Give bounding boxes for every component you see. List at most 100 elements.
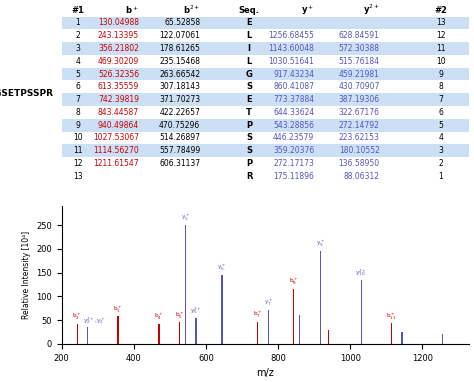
Text: 12: 12 <box>73 159 82 168</box>
Text: S: S <box>246 133 252 142</box>
Text: 13: 13 <box>436 18 446 28</box>
Text: 1: 1 <box>75 18 80 28</box>
Bar <box>185 225 186 344</box>
Text: b$_7^+$: b$_7^+$ <box>253 310 262 320</box>
Text: Seq.: Seq. <box>238 6 260 15</box>
Text: L: L <box>246 31 252 40</box>
Text: 7: 7 <box>75 95 81 104</box>
Text: R: R <box>246 172 252 181</box>
Text: b$_3^+$: b$_3^+$ <box>113 304 123 315</box>
Text: 940.49864: 940.49864 <box>98 121 139 129</box>
Text: E: E <box>246 18 252 28</box>
Text: S: S <box>246 146 252 155</box>
Text: E: E <box>246 95 252 104</box>
Text: 175.11896: 175.11896 <box>273 172 314 181</box>
Text: b$_{11}^+$: b$_{11}^+$ <box>386 311 397 322</box>
Text: 10: 10 <box>436 57 446 66</box>
Text: y$_5^+$: y$_5^+$ <box>181 213 190 223</box>
Text: b$_5^+$: b$_5^+$ <box>174 311 184 321</box>
Text: 515.76184: 515.76184 <box>338 57 380 66</box>
Text: 1143.60048: 1143.60048 <box>268 44 314 53</box>
Text: 359.20376: 359.20376 <box>273 146 314 155</box>
Bar <box>62 16 469 29</box>
Bar <box>442 334 443 344</box>
Text: 430.70907: 430.70907 <box>338 82 380 91</box>
Text: 307.18143: 307.18143 <box>159 82 200 91</box>
Text: b$_4^+$: b$_4^+$ <box>154 312 164 322</box>
Text: y$_5^{2+}$: y$_5^{2+}$ <box>190 306 202 316</box>
Text: 5: 5 <box>438 121 443 129</box>
Bar <box>117 316 119 344</box>
Text: I: I <box>247 44 251 53</box>
Bar <box>391 323 392 344</box>
Text: 3: 3 <box>75 44 81 53</box>
Bar <box>62 68 469 81</box>
Y-axis label: Relative Intensity [10⁴]: Relative Intensity [10⁴] <box>22 231 31 319</box>
Text: 860.41087: 860.41087 <box>273 82 314 91</box>
Text: P: P <box>246 121 252 129</box>
Text: 8: 8 <box>75 108 80 117</box>
Text: 2: 2 <box>438 159 443 168</box>
Text: 3: 3 <box>438 146 443 155</box>
Text: 2: 2 <box>75 31 80 40</box>
Text: 272.17173: 272.17173 <box>273 159 314 168</box>
Text: 11: 11 <box>436 44 446 53</box>
Text: 1211.61547: 1211.61547 <box>93 159 139 168</box>
Text: 613.35559: 613.35559 <box>98 82 139 91</box>
Bar <box>361 280 362 344</box>
Text: b$^{2+}$: b$^{2+}$ <box>183 4 200 16</box>
Text: y$^{2+}$: y$^{2+}$ <box>363 3 380 18</box>
Bar <box>62 144 469 157</box>
Text: #2: #2 <box>434 6 447 15</box>
Text: 1256.68455: 1256.68455 <box>268 31 314 40</box>
Text: 223.62153: 223.62153 <box>339 133 380 142</box>
Text: 10: 10 <box>73 133 83 142</box>
Text: L: L <box>246 57 252 66</box>
Text: y$_2^{2+}$,y$_2^+$: y$_2^{2+}$,y$_2^+$ <box>83 315 106 326</box>
Text: y$_{10}^{2+}$: y$_{10}^{2+}$ <box>356 267 367 278</box>
Bar <box>62 42 469 55</box>
Text: 122.07061: 122.07061 <box>159 31 200 40</box>
Text: 356.21802: 356.21802 <box>98 44 139 53</box>
Text: 263.66542: 263.66542 <box>159 70 200 79</box>
Text: 9: 9 <box>75 121 81 129</box>
Text: #1: #1 <box>72 6 84 15</box>
X-axis label: m/z: m/z <box>256 368 274 378</box>
Text: S: S <box>246 82 252 91</box>
Text: 644.33624: 644.33624 <box>273 108 314 117</box>
Text: 180.10552: 180.10552 <box>339 146 380 155</box>
Text: 178.61265: 178.61265 <box>159 44 200 53</box>
Text: G: G <box>246 70 253 79</box>
Bar <box>328 330 329 344</box>
Bar <box>76 324 78 344</box>
Text: 742.39819: 742.39819 <box>98 95 139 104</box>
Text: 6: 6 <box>438 108 443 117</box>
Text: 9: 9 <box>438 70 443 79</box>
Text: 1027.53067: 1027.53067 <box>93 133 139 142</box>
Bar <box>401 332 402 344</box>
Bar <box>221 275 223 344</box>
Text: 65.52858: 65.52858 <box>164 18 200 28</box>
Text: 5: 5 <box>75 70 81 79</box>
Text: 628.84591: 628.84591 <box>339 31 380 40</box>
Bar <box>62 119 469 131</box>
Text: 446.23579: 446.23579 <box>273 133 314 142</box>
Text: 543.28856: 543.28856 <box>273 121 314 129</box>
Text: 7: 7 <box>438 95 443 104</box>
Text: 387.19306: 387.19306 <box>338 95 380 104</box>
Text: 130.04988: 130.04988 <box>98 18 139 28</box>
Text: T: T <box>246 108 252 117</box>
Bar <box>158 324 160 344</box>
Text: 235.15468: 235.15468 <box>159 57 200 66</box>
Bar <box>320 251 321 344</box>
Bar <box>299 316 301 344</box>
Text: ELILGSETPSSPR: ELILGSETPSSPR <box>0 89 53 98</box>
Text: 322.67176: 322.67176 <box>338 108 380 117</box>
Text: 514.26897: 514.26897 <box>159 133 200 142</box>
Text: 572.30388: 572.30388 <box>338 44 380 53</box>
Text: 136.58950: 136.58950 <box>338 159 380 168</box>
Bar <box>256 322 258 344</box>
Bar <box>268 310 269 344</box>
Text: b$_2^+$: b$_2^+$ <box>73 312 82 322</box>
Bar <box>293 289 294 344</box>
